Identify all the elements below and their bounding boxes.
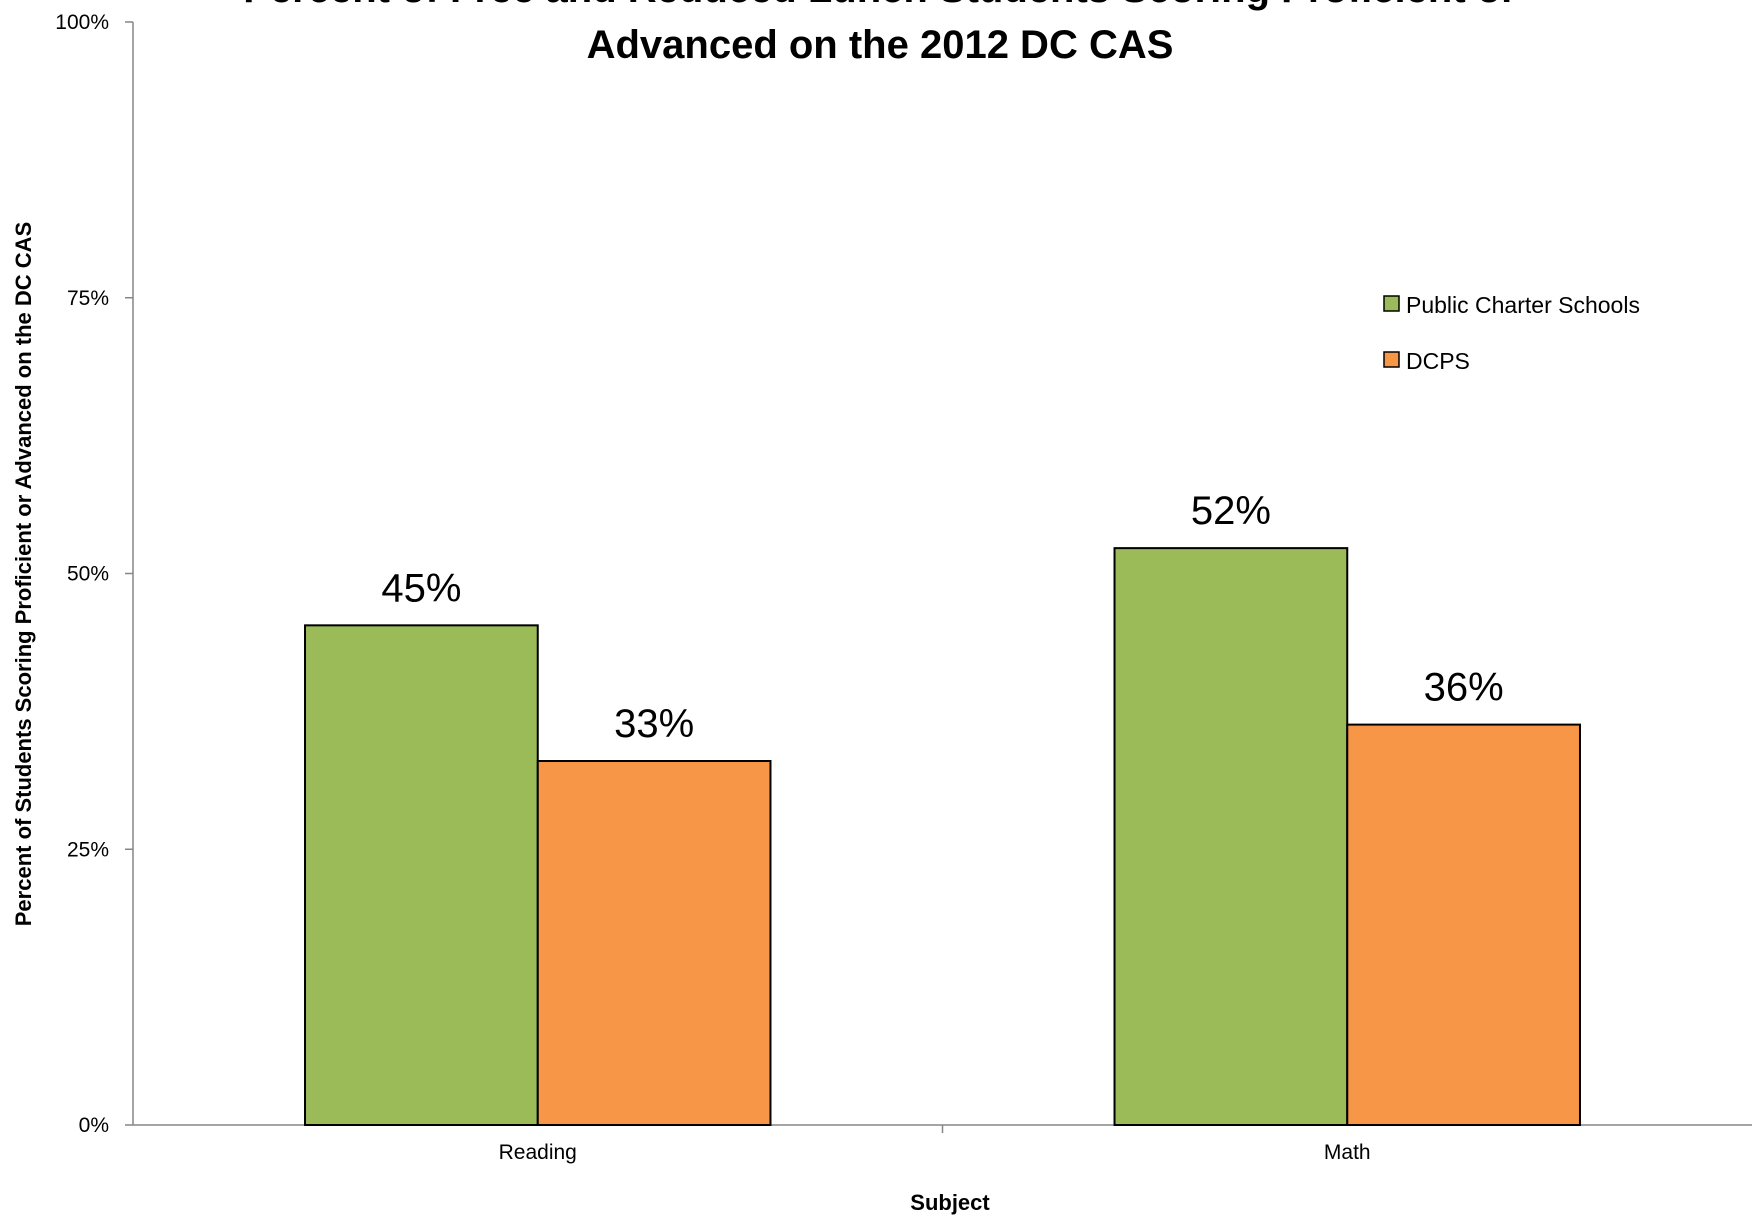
y-tick-label: 0% <box>79 1114 109 1137</box>
legend-item-public-charter-schools: Public Charter Schools <box>1383 292 1640 318</box>
x-tick-label: Math <box>1324 1141 1371 1164</box>
chart-title-line-1: Percent of Free and Reduced Lunch Studen… <box>243 0 1517 11</box>
bar-dcps-reading <box>536 760 772 1126</box>
bar-public-charter-schools-reading <box>304 624 539 1126</box>
legend-swatch-dcps <box>1383 351 1400 368</box>
data-label: 36% <box>1424 666 1504 710</box>
x-axis-title: Subject <box>910 1190 990 1215</box>
x-tick-label: Reading <box>499 1141 577 1164</box>
data-label: 33% <box>614 702 694 746</box>
bar-dcps-math <box>1346 723 1581 1127</box>
y-tick-label: 75% <box>67 287 109 310</box>
chart-title: Percent of Free and Reduced Lunch Studen… <box>243 0 1517 67</box>
legend-label-public-charter-schools: Public Charter Schools <box>1406 292 1640 318</box>
y-tick-label: 50% <box>67 563 109 586</box>
legend: Public Charter Schools DCPS <box>1383 292 1640 374</box>
y-tick-label: 25% <box>67 838 109 861</box>
chart-title-line-2: Advanced on the 2012 DC CAS <box>587 23 1174 67</box>
plot-area: 0% 25% 50% 75% 100% Reading 45% 33% Math 52% 36% <box>55 11 1752 1164</box>
legend-item-dcps: DCPS <box>1383 348 1470 374</box>
legend-label-dcps: DCPS <box>1406 348 1470 374</box>
data-label: 45% <box>381 566 461 610</box>
y-tick-label: 100% <box>55 11 109 34</box>
legend-swatch-public-charter-schools <box>1383 295 1400 312</box>
data-label: 52% <box>1191 489 1271 533</box>
bar-public-charter-schools-math <box>1113 547 1349 1126</box>
y-axis-title: Percent of Students Scoring Proficient o… <box>11 222 36 927</box>
